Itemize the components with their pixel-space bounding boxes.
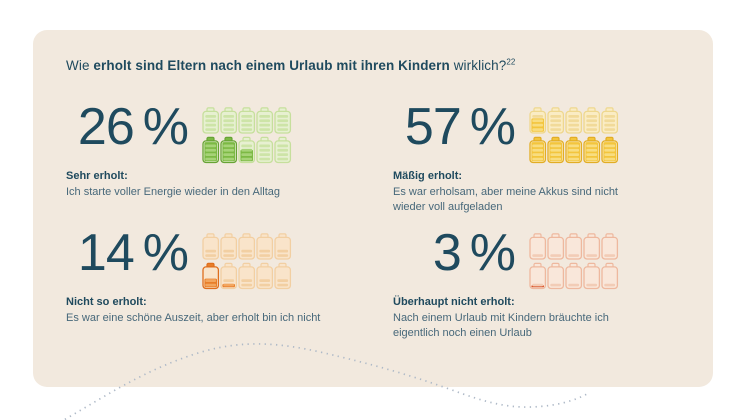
battery-icon [202,262,220,290]
battery-icon [274,136,292,164]
title-prefix: Wie [66,58,94,73]
stat-top-row: 26 % [66,98,386,164]
battery-icon [583,233,601,260]
battery-icon [565,262,583,290]
battery-icon [601,262,619,290]
battery-icon [583,262,601,290]
battery-icon [565,233,583,260]
battery-icon [547,233,565,260]
battery-icon [202,136,220,164]
stat-description: Nach einem Urlaub mit Kindern bräuchte i… [393,312,609,339]
stat-label: Nicht so erholt: [66,296,147,308]
stat-top-row: 14 % [66,224,386,290]
title-suffix: wirklich? [449,58,507,73]
stat-top-row: 57 % [393,98,713,164]
stat-label: Mäßig erholt: [393,170,463,182]
battery-icon [256,233,274,260]
battery-pictogram [202,233,292,290]
stat-label: Überhaupt nicht erholt: [393,296,515,308]
stat-top-row: 3 % [393,224,713,290]
battery-icon [202,107,220,134]
battery-icon [529,262,547,290]
battery-icon [220,233,238,260]
battery-icon [220,107,238,134]
title-emphasis: erholt sind Eltern nach einem Urlaub mit… [93,58,450,73]
stat-description: Es war erholsam, aber meine Akkus sind n… [393,186,618,213]
percent-sign: % [469,98,516,156]
infographic-card: Wie erholt sind Eltern nach einem Urlaub… [33,30,713,387]
battery-icon [583,107,601,134]
stat-description: Ich starte voller Energie wieder in den … [66,186,281,198]
stat-value: 3 % [393,224,516,282]
battery-icon [256,107,274,134]
battery-icon [601,136,619,164]
percent-sign: % [142,98,189,156]
percent-sign: % [469,224,516,282]
stat-block-maessig-erholt: 57 % Mäßig erholt: Es war erholsam, aber… [393,98,713,215]
percent-sign: % [142,224,189,282]
battery-icon [601,107,619,134]
battery-icon [529,233,547,260]
footnote-marker: 22 [506,57,516,67]
stats-grid: 26 % Sehr erholt: Ich starte voller Ener… [33,30,713,387]
battery-icon [529,107,547,134]
battery-icon [547,136,565,164]
battery-icon [274,262,292,290]
battery-pictogram [529,107,619,164]
stat-number: 57 [404,98,462,156]
stat-block-sehr-erholt: 26 % Sehr erholt: Ich starte voller Ener… [66,98,386,200]
battery-icon [220,262,238,290]
stat-number: 14 [77,224,135,282]
battery-icon [529,136,547,164]
stat-label: Sehr erholt: [66,170,128,182]
stat-block-ueberhaupt-nicht-erholt: 3 % Überhaupt nicht erholt: Nach einem U… [393,224,713,341]
stat-number: 3 [432,224,462,282]
battery-icon [565,136,583,164]
stat-number: 26 [77,98,135,156]
battery-icon [583,136,601,164]
stat-description: Es war eine schöne Auszeit, aber erholt … [66,312,321,324]
battery-icon [238,107,256,134]
battery-icon [256,262,274,290]
battery-icon [202,233,220,260]
battery-icon [220,136,238,164]
infographic-title: Wie erholt sind Eltern nach einem Urlaub… [66,58,515,73]
battery-icon [547,262,565,290]
battery-icon [274,107,292,134]
battery-icon [547,107,565,134]
stat-value: 26 % [66,98,189,156]
stat-value: 14 % [66,224,189,282]
battery-pictogram [202,107,292,164]
battery-icon [238,136,256,164]
battery-icon [238,262,256,290]
stat-value: 57 % [393,98,516,156]
battery-icon [256,136,274,164]
battery-icon [601,233,619,260]
battery-pictogram [529,233,619,290]
battery-icon [565,107,583,134]
battery-icon [274,233,292,260]
battery-icon [238,233,256,260]
stat-block-nicht-so-erholt: 14 % Nicht so erholt: Es war eine schöne… [66,224,386,326]
